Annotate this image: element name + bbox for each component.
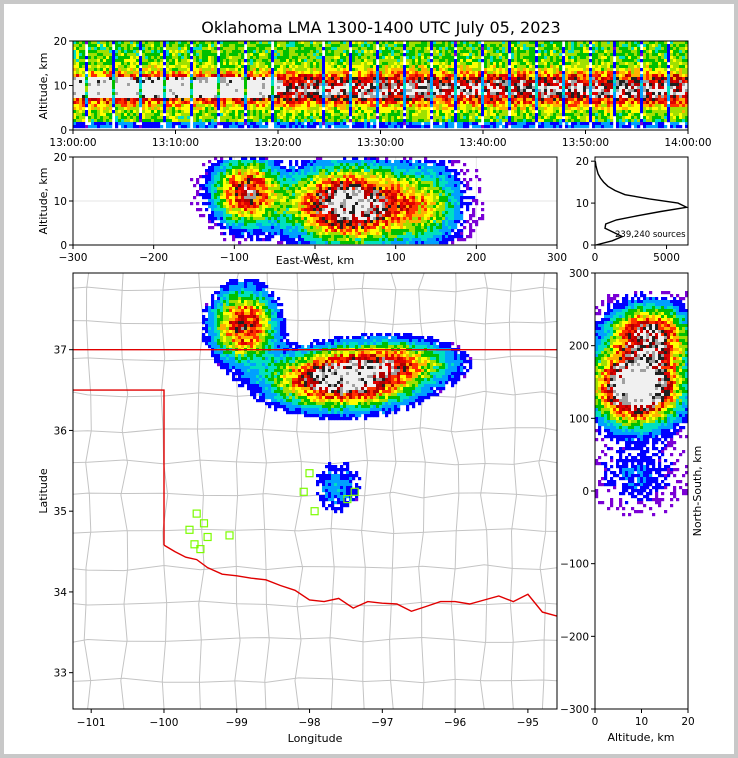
time-tick-label: 13:50:00 (562, 137, 609, 149)
longitude-tick-label: −99 (226, 717, 248, 729)
ns-tick-label: 100 (569, 413, 589, 425)
lma-station-marker (225, 531, 234, 540)
ew-tick-label: −200 (139, 252, 168, 264)
ns-tick-label: 300 (569, 268, 589, 280)
ew-altitude-tick-label: 10 (54, 196, 67, 208)
histogram-y-tick-label: 20 (576, 156, 589, 168)
lma-station-marker (185, 525, 194, 534)
histogram-x-tick-label: 0 (592, 252, 599, 264)
histogram-y-tick-label: 10 (576, 198, 589, 210)
longitude-tick-label: −96 (444, 717, 466, 729)
ew-tick-label: 0 (312, 252, 319, 264)
ew-altitude-ylabel: Altitude, km (37, 167, 50, 234)
latitude-tick-label: 35 (54, 506, 67, 518)
time-height-ticks: 13:00:00 13:10:00 13:20:00 13:30:00 13:40:00… (49, 36, 711, 149)
plan-view-panel: −101 −100 −99 −98 −97 −96 −95 33 34 35 36 37 Longit… (37, 272, 558, 745)
ew-tick-label: 300 (547, 252, 567, 264)
ns-tick-label: −300 (560, 704, 589, 716)
lma-station-marker (203, 532, 212, 542)
ns-altitude-xlabel: Altitude, km (607, 731, 674, 744)
latitude-tick-label: 33 (54, 668, 67, 680)
lma-stations (185, 469, 359, 554)
state-boundaries (73, 349, 557, 617)
lma-station-marker (192, 509, 201, 518)
time-tick-label: 13:30:00 (357, 137, 404, 149)
ew-tick-label: −100 (220, 252, 249, 264)
time-tick-label: 13:40:00 (459, 137, 506, 149)
ns-tick-label: −100 (560, 559, 589, 571)
lma-station-marker (343, 495, 352, 504)
ns-altitude-ticks: 0 10 20 −300 −200 −100 0 100 200 300 (560, 268, 695, 728)
lma-station-marker (305, 469, 314, 478)
altitude-tick-label: 20 (54, 36, 67, 48)
ns-tick-label: −200 (560, 631, 589, 643)
time-tick-label: 13:00:00 (49, 137, 96, 149)
histogram-x-tick-label: 5000 (653, 252, 680, 264)
altitude-profile-line (594, 161, 689, 246)
plan-view-ticks: −101 −100 −99 −98 −97 −96 −95 33 34 35 36 37 (54, 345, 539, 729)
ew-altitude-ticks: −300 −200 −100 0 100 200 300 0 10 20 (54, 152, 567, 264)
lma-station-marker (310, 507, 319, 516)
time-tick-label: 13:10:00 (152, 137, 199, 149)
altitude-tick-label: 10 (54, 81, 67, 93)
time-height-density (73, 41, 689, 129)
figure-title: Oklahoma LMA 1300-1400 UTC July 05, 2023 (201, 18, 560, 37)
ew-altitude-xlabel: East-West, km (276, 254, 354, 267)
ns-altitude-panel: 0 10 20 −300 −200 −100 0 100 200 300 Altitude, km… (560, 268, 704, 744)
lma-station-marker (350, 487, 359, 496)
ns-tick-label: 200 (569, 341, 589, 353)
plan-view-ylabel: Latitude (37, 468, 50, 514)
lma-station-marker (190, 540, 199, 549)
time-height-ylabel: Altitude, km (37, 52, 50, 119)
panhandle-border-line (73, 389, 165, 546)
time-height-panel: 13:00:00 13:10:00 13:20:00 13:30:00 13:40:00… (37, 36, 712, 149)
lma-station-marker (299, 487, 308, 496)
ns-altitude-x-tick-label: 20 (681, 716, 694, 728)
county-boundaries (73, 273, 557, 709)
longitude-tick-label: −98 (298, 717, 320, 729)
ns-altitude-x-tick-label: 10 (635, 716, 648, 728)
latitude-tick-label: 36 (54, 425, 68, 437)
longitude-tick-label: −97 (371, 717, 393, 729)
latitude-tick-label: 34 (54, 587, 68, 599)
lma-station-marker (199, 519, 209, 528)
ew-altitude-panel: −300 −200 −100 0 100 200 300 0 10 20 East-West, k… (37, 152, 567, 267)
altitude-histogram-panel: 0 5000 0 10 20 239,240 sources (576, 156, 689, 264)
plan-view-density (202, 279, 473, 514)
figure-frame: Oklahoma LMA 1300-1400 UTC July 05, 2023… (4, 4, 734, 754)
ew-altitude-density (190, 157, 485, 245)
ew-tick-label: −300 (59, 252, 88, 264)
time-tick-label: 14:00:00 (664, 137, 711, 149)
ew-tick-label: 100 (386, 252, 406, 264)
ns-altitude-ylabel: North-South, km (691, 446, 704, 537)
ew-altitude-tick-label: 20 (54, 152, 67, 164)
latitude-tick-label: 37 (54, 345, 67, 357)
ew-tick-label: 200 (466, 252, 486, 264)
longitude-tick-label: −100 (150, 717, 179, 729)
plan-view-axes-frame (72, 272, 558, 710)
lma-figure: Oklahoma LMA 1300-1400 UTC July 05, 2023… (37, 18, 712, 745)
ew-altitude-tick-label: 0 (60, 240, 67, 252)
longitude-tick-label: −95 (517, 717, 539, 729)
lma-station-marker (196, 544, 205, 554)
time-tick-label: 13:20:00 (254, 137, 301, 149)
histogram-y-tick-label: 0 (582, 240, 589, 252)
ns-tick-label: 0 (582, 486, 589, 498)
ns-altitude-x-tick-label: 0 (592, 716, 599, 728)
ns-altitude-density (595, 291, 689, 517)
longitude-tick-label: −101 (77, 717, 106, 729)
source-count-annotation: 239,240 sources (615, 230, 686, 240)
plan-view-xlabel: Longitude (288, 732, 343, 745)
red-river-border-line (163, 544, 557, 617)
altitude-tick-label: 0 (60, 125, 67, 137)
histogram-ticks: 0 5000 0 10 20 (576, 156, 680, 264)
